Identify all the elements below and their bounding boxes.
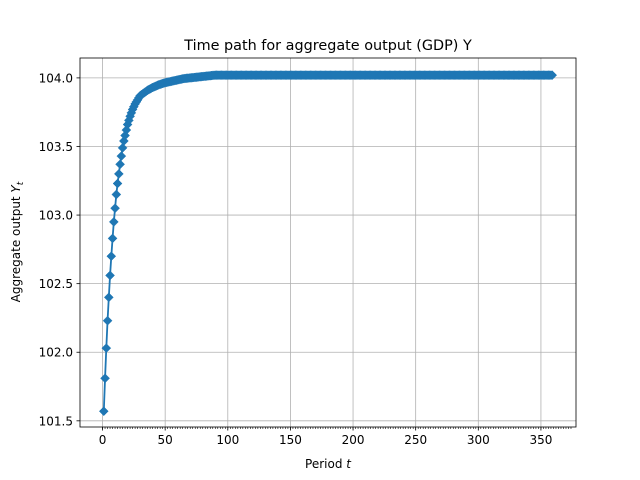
data-point-marker	[107, 233, 118, 244]
x-tick-label: 350	[529, 433, 552, 447]
y-tick-label: 104.0	[39, 71, 73, 85]
minor-tick-layer	[102, 427, 572, 429]
data-point-marker	[105, 270, 115, 281]
x-axis-label: Period t	[305, 457, 352, 471]
data-point-marker	[108, 217, 119, 227]
chart-title: Time path for aggregate output (GDP) Y	[183, 38, 472, 54]
x-tick-label: 150	[279, 433, 302, 447]
x-tick-label: 100	[216, 433, 239, 447]
data-point-marker	[101, 343, 112, 353]
data-point-marker	[102, 315, 113, 326]
y-axis-label-sub: t	[16, 181, 26, 185]
data-point-marker	[98, 406, 109, 417]
x-tick-label: 250	[404, 433, 427, 447]
data-point-marker	[100, 373, 110, 384]
data-layer	[98, 70, 558, 417]
y-axis-label-text: Aggregate output	[9, 193, 23, 303]
data-point-marker	[110, 203, 120, 214]
data-point-marker	[115, 159, 125, 170]
x-axis-label-text: Period	[305, 457, 346, 471]
data-point-marker	[116, 151, 127, 161]
y-axis-label: Aggregate output Yt	[9, 181, 26, 302]
x-axis-label-var: t	[346, 457, 352, 471]
tick-layer: 0 50 100 150 200 250 300 350 101.5 102.0 102.5 103.…	[39, 71, 553, 447]
y-tick-label: 102.5	[39, 277, 73, 291]
data-point-marker	[106, 251, 117, 262]
y-tick-label: 102.0	[39, 346, 73, 360]
data-point-marker	[111, 189, 122, 200]
data-point-marker	[103, 292, 114, 303]
data-point-marker	[113, 169, 124, 179]
data-point-marker	[112, 178, 123, 189]
y-axis-label-var: Y	[9, 184, 23, 193]
x-tick-label: 200	[342, 433, 365, 447]
x-tick-label: 50	[158, 433, 173, 447]
y-tick-label: 101.5	[39, 414, 73, 428]
y-tick-label: 103.5	[39, 140, 73, 154]
x-tick-label: 300	[467, 433, 490, 447]
x-tick-label: 0	[99, 433, 107, 447]
data-point-marker	[117, 142, 128, 153]
y-tick-label: 103.0	[39, 209, 73, 223]
data-point-marker	[547, 70, 558, 81]
